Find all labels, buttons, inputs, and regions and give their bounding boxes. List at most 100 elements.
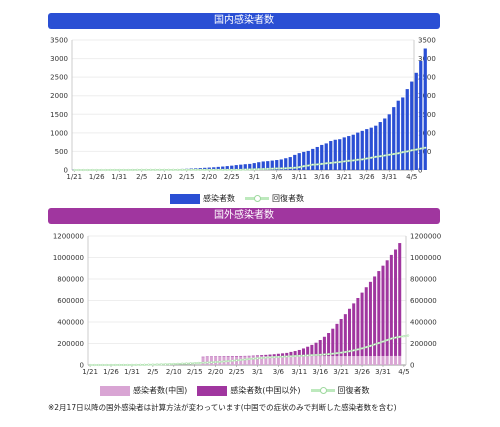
foreign-line-point bbox=[335, 352, 339, 355]
foreign-x-tick: 1/31 bbox=[124, 368, 140, 376]
foreign-x-tick: 3/16 bbox=[312, 368, 328, 376]
foreign-bar-1 bbox=[352, 356, 356, 365]
foreign-line-point bbox=[147, 363, 150, 366]
domestic-line-point bbox=[262, 167, 265, 171]
foreign-bar-1 bbox=[339, 356, 343, 365]
foreign-line-point bbox=[264, 356, 267, 359]
legend-swatch-infected bbox=[170, 193, 200, 204]
foreign-bar-1 bbox=[205, 357, 209, 365]
foreign-bar-2 bbox=[377, 271, 381, 356]
domestic-line-point bbox=[329, 161, 332, 165]
domestic-line-point bbox=[230, 168, 233, 172]
foreign-bar-2 bbox=[339, 319, 343, 357]
foreign-line-point bbox=[398, 335, 401, 338]
domestic-bar-1 bbox=[387, 114, 391, 170]
domestic-line-point bbox=[181, 168, 184, 172]
foreign-line-point bbox=[93, 363, 96, 367]
foreign-bar-2 bbox=[381, 265, 385, 356]
foreign-bar-1 bbox=[398, 355, 402, 365]
domestic-bar-1 bbox=[266, 161, 270, 170]
foreign-bar-1 bbox=[243, 356, 247, 365]
domestic-bar-1 bbox=[297, 153, 301, 170]
domestic-bar-1 bbox=[356, 132, 360, 170]
domestic-bar-1 bbox=[324, 143, 328, 170]
legend-label-infected: 感染者数 bbox=[203, 194, 235, 203]
domestic-line-point bbox=[77, 168, 80, 172]
foreign-line-point bbox=[386, 338, 389, 342]
foreign-line-point bbox=[139, 363, 142, 366]
foreign-line-point bbox=[239, 358, 242, 362]
foreign-bar-1 bbox=[364, 356, 368, 365]
domestic-line-point bbox=[136, 168, 139, 172]
foreign-legend: 感染者数(中国) 感染者数(中国以外) 回復者数 bbox=[100, 385, 380, 396]
foreign-line-point bbox=[289, 355, 293, 358]
legend-item-infected-china[interactable]: 感染者数(中国) bbox=[100, 385, 187, 396]
domestic-line-point bbox=[104, 168, 107, 172]
domestic-bar-1 bbox=[230, 165, 234, 170]
foreign-bar-2 bbox=[293, 351, 297, 357]
foreign-bar-2 bbox=[314, 342, 318, 357]
domestic-line-point bbox=[302, 165, 305, 168]
foreign-bar-2 bbox=[364, 287, 368, 357]
domestic-bar-1 bbox=[248, 163, 252, 170]
foreign-line-point bbox=[118, 363, 121, 367]
domestic-bar-1 bbox=[261, 161, 265, 170]
foreign-bar-1 bbox=[255, 356, 259, 365]
foreign-x-tick: 2/25 bbox=[229, 368, 245, 376]
legend-item-infected[interactable]: 感染者数 bbox=[170, 193, 235, 204]
foreign-bar-1 bbox=[264, 356, 268, 365]
foreign-line-point bbox=[185, 362, 188, 365]
domestic-x-tick: 2/15 bbox=[179, 173, 195, 181]
domestic-bar-1 bbox=[423, 48, 427, 170]
foreign-x-tick: 4/5 bbox=[398, 368, 409, 376]
foreign-line-point bbox=[293, 354, 297, 358]
domestic-line-point bbox=[275, 167, 278, 170]
domestic-line-point bbox=[401, 151, 404, 154]
foreign-y-tick-left: 1200000 bbox=[53, 233, 84, 241]
foreign-bar-1 bbox=[381, 355, 385, 365]
domestic-x-tick: 2/25 bbox=[224, 173, 240, 181]
domestic-bar-1 bbox=[347, 136, 351, 170]
foreign-line-point bbox=[97, 363, 100, 367]
domestic-line-point bbox=[374, 155, 377, 158]
foreign-bar-2 bbox=[398, 243, 402, 356]
domestic-line-point bbox=[127, 168, 130, 172]
domestic-line-point bbox=[410, 149, 413, 152]
domestic-line-point bbox=[424, 146, 427, 149]
domestic-bar-1 bbox=[315, 146, 319, 170]
legend-item-recovered-foreign[interactable]: 回復者数 bbox=[310, 385, 370, 396]
domestic-chart-title: 国内感染者数 bbox=[48, 13, 440, 29]
domestic-line-point bbox=[190, 168, 193, 172]
domestic-line-point bbox=[185, 168, 188, 172]
foreign-x-tick: 3/31 bbox=[375, 368, 391, 376]
domestic-line-point bbox=[212, 168, 215, 172]
domestic-line-point bbox=[208, 168, 211, 172]
legend-swatch-infected-china bbox=[100, 385, 130, 396]
foreign-line-point bbox=[406, 334, 410, 337]
foreign-bar-2 bbox=[201, 356, 205, 358]
domestic-chart: 3500 3500 3000 3000 2500 2500 2000 2000 1500 1500… bbox=[50, 37, 436, 182]
foreign-line-point bbox=[285, 355, 288, 358]
domestic-bar-1 bbox=[239, 164, 243, 170]
foreign-bar-2 bbox=[389, 254, 393, 356]
foreign-bar-1 bbox=[327, 356, 331, 365]
foreign-bar-1 bbox=[276, 356, 280, 365]
legend-item-infected-other[interactable]: 感染者数(中国以外) bbox=[197, 385, 301, 396]
domestic-line-point bbox=[280, 167, 283, 170]
domestic-line-point bbox=[352, 159, 355, 162]
domestic-bar-1 bbox=[392, 107, 396, 170]
domestic-line-point bbox=[118, 168, 121, 172]
foreign-line-point bbox=[164, 363, 167, 366]
foreign-bar-1 bbox=[368, 356, 372, 365]
foreign-line-point bbox=[134, 363, 138, 367]
domestic-bar-1 bbox=[351, 134, 355, 170]
foreign-bar-2 bbox=[310, 344, 314, 357]
legend-item-recovered[interactable]: 回復者数 bbox=[245, 193, 304, 204]
domestic-bar-1 bbox=[360, 130, 364, 170]
domestic-line-point bbox=[316, 163, 319, 166]
foreign-line-point bbox=[218, 360, 221, 363]
foreign-line-point bbox=[222, 360, 226, 363]
foreign-bar-1 bbox=[356, 356, 360, 365]
foreign-line-point bbox=[214, 360, 217, 364]
foreign-line-point bbox=[256, 357, 259, 360]
